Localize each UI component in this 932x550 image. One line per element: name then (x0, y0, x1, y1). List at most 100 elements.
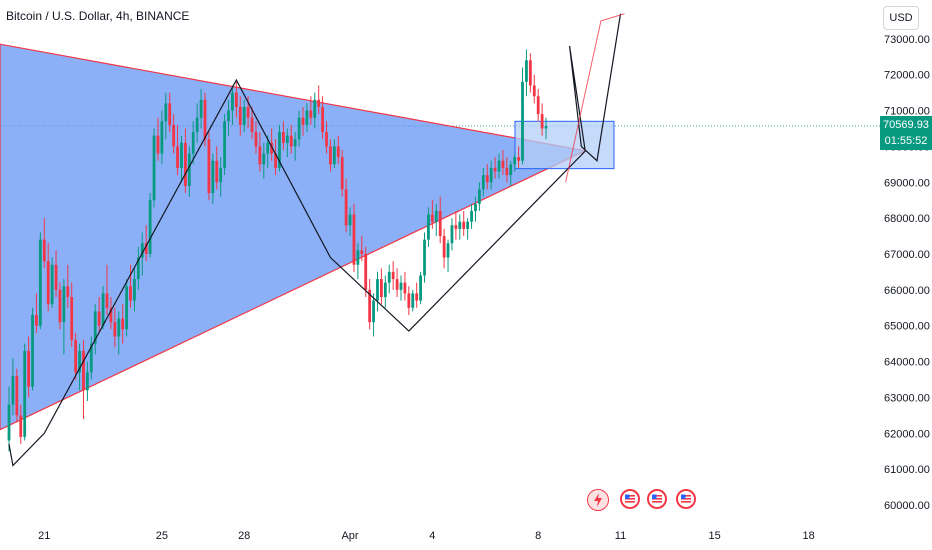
candle[interactable] (31, 307, 34, 391)
candle[interactable] (470, 203, 473, 229)
candle[interactable] (352, 203, 356, 272)
candle[interactable] (23, 343, 27, 441)
projection-line[interactable] (565, 13, 625, 183)
candle[interactable] (152, 128, 156, 208)
candle[interactable] (544, 117, 548, 140)
candle[interactable] (438, 196, 442, 244)
candle[interactable] (74, 332, 78, 380)
candle[interactable] (411, 289, 415, 312)
candle[interactable] (207, 132, 211, 201)
candle[interactable] (168, 92, 172, 133)
candle[interactable] (305, 103, 309, 133)
candle[interactable] (238, 96, 242, 136)
candle[interactable] (313, 92, 317, 129)
candle[interactable] (368, 279, 372, 330)
us-flag-event-icon[interactable] (620, 489, 640, 509)
candle[interactable] (344, 178, 348, 233)
candle[interactable] (509, 160, 513, 186)
candle[interactable] (133, 268, 136, 312)
candle[interactable] (231, 85, 234, 125)
candle[interactable] (497, 153, 501, 179)
candle[interactable] (227, 99, 230, 136)
candle[interactable] (372, 293, 375, 337)
candle[interactable] (250, 106, 254, 140)
candle[interactable] (105, 264, 109, 315)
us-flag-event-icon[interactable] (647, 489, 667, 509)
triangle-shape[interactable] (0, 43, 588, 431)
candle[interactable] (489, 160, 493, 190)
candle[interactable] (113, 307, 117, 348)
candle[interactable] (466, 218, 470, 240)
candle[interactable] (35, 293, 38, 333)
candle[interactable] (266, 135, 270, 168)
flash-event-icon[interactable] (587, 489, 609, 511)
candle[interactable] (383, 275, 387, 308)
candle[interactable] (121, 304, 125, 344)
candle[interactable] (536, 89, 540, 122)
candle[interactable] (254, 121, 258, 154)
candle[interactable] (309, 96, 313, 125)
candle[interactable] (325, 121, 328, 154)
candle[interactable] (176, 124, 179, 176)
candle[interactable] (172, 114, 176, 154)
candle[interactable] (446, 239, 450, 272)
candle[interactable] (101, 286, 105, 330)
candle[interactable] (144, 225, 148, 262)
candle[interactable] (407, 286, 411, 315)
candle[interactable] (442, 228, 446, 269)
candle[interactable] (78, 343, 81, 391)
currency-button[interactable]: USD (883, 6, 919, 30)
candle[interactable] (380, 268, 383, 305)
candle[interactable] (258, 132, 262, 172)
candle[interactable] (187, 146, 191, 197)
candle[interactable] (532, 74, 536, 104)
candle[interactable] (317, 85, 321, 115)
candle[interactable] (481, 167, 485, 197)
candle[interactable] (160, 110, 164, 165)
candle[interactable] (360, 236, 364, 262)
candle[interactable] (329, 139, 332, 172)
candle[interactable] (419, 271, 422, 305)
candle[interactable] (97, 297, 101, 333)
candle[interactable] (219, 157, 223, 197)
candle[interactable] (282, 121, 285, 150)
candle[interactable] (262, 142, 266, 179)
candle[interactable] (27, 336, 30, 398)
candle[interactable] (462, 210, 466, 237)
zigzag-line[interactable] (8, 13, 622, 467)
candle[interactable] (136, 246, 140, 290)
candle[interactable] (364, 246, 368, 298)
candle[interactable] (458, 214, 462, 240)
candle[interactable] (430, 200, 434, 229)
candle[interactable] (399, 275, 403, 301)
candle[interactable] (521, 67, 524, 165)
candle[interactable] (234, 81, 238, 118)
candle[interactable] (348, 207, 352, 237)
candle[interactable] (289, 124, 293, 154)
candle[interactable] (427, 207, 430, 247)
candle[interactable] (301, 106, 305, 136)
candle[interactable] (191, 121, 195, 165)
candle[interactable] (356, 243, 360, 280)
candle[interactable] (215, 146, 219, 190)
candle[interactable] (395, 268, 399, 298)
candle[interactable] (403, 271, 407, 301)
candle[interactable] (285, 128, 289, 158)
candle[interactable] (15, 368, 19, 423)
candle[interactable] (82, 340, 85, 419)
candle[interactable] (89, 336, 93, 380)
candle[interactable] (501, 149, 505, 176)
candle[interactable] (109, 297, 113, 330)
candle[interactable] (332, 139, 336, 168)
candle[interactable] (148, 193, 152, 258)
us-flag-event-icon[interactable] (676, 489, 696, 509)
candle[interactable] (336, 135, 340, 165)
candle[interactable] (164, 92, 168, 140)
candle[interactable] (297, 110, 301, 147)
candle[interactable] (46, 243, 50, 312)
candle[interactable] (42, 218, 46, 269)
candle[interactable] (54, 250, 58, 298)
candle[interactable] (19, 404, 23, 445)
candle[interactable] (184, 128, 187, 194)
